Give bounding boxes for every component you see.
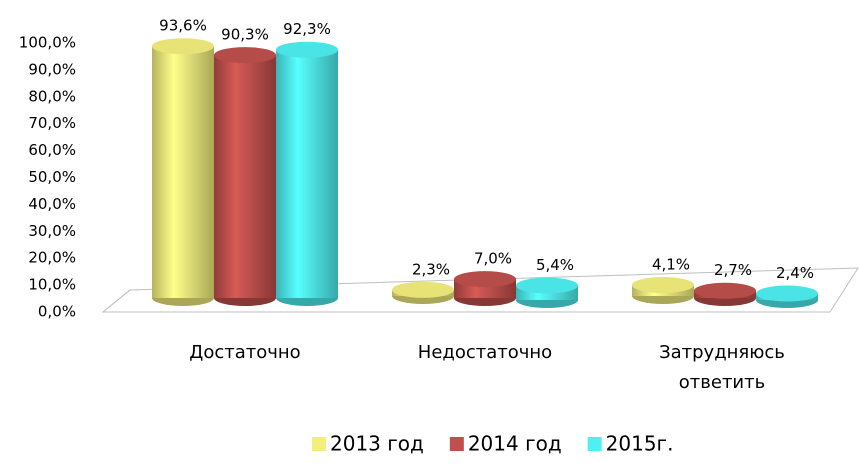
bar-top (392, 281, 454, 298)
bar-top (516, 277, 578, 294)
data-label: 2,4% (776, 264, 814, 282)
legend-label: 2015г. (606, 432, 674, 456)
x-tick-label: Достаточно (189, 342, 301, 363)
y-tick-label: 70,0% (28, 114, 76, 132)
y-tick-label: 0,0% (38, 303, 76, 321)
data-label: 2,7% (714, 261, 752, 279)
bar-top (214, 47, 276, 64)
legend-label: 2014 год (468, 432, 562, 456)
y-tick-label: 80,0% (28, 87, 76, 105)
bar (152, 46, 214, 298)
bar (276, 49, 338, 299)
x-tick-label: Затрудняюсь ответить (659, 342, 785, 393)
legend-swatch (312, 437, 326, 451)
data-label: 7,0% (474, 250, 512, 268)
data-label: 90,3% (221, 26, 269, 44)
bar-top (694, 282, 756, 299)
y-tick-label: 20,0% (28, 249, 76, 267)
x-tick-label: Недостаточно (417, 342, 553, 363)
bar-top (756, 285, 818, 302)
data-label: 5,4% (536, 256, 574, 274)
y-tick-label: 60,0% (28, 141, 76, 159)
bar-top (152, 38, 214, 55)
data-label: 92,3% (283, 20, 331, 38)
bar (214, 55, 276, 298)
y-tick-label: 50,0% (28, 168, 76, 186)
legend-label: 2013 год (330, 432, 424, 456)
bar-top (454, 271, 516, 288)
y-tick-label: 40,0% (28, 195, 76, 213)
y-tick-label: 100,0% (19, 34, 76, 52)
data-label: 4,1% (652, 255, 690, 273)
y-tick-label: 90,0% (28, 60, 76, 78)
axis-depth (102, 289, 131, 313)
bar-top (276, 41, 338, 58)
data-label: 2,3% (412, 260, 450, 278)
bar-top (632, 276, 694, 293)
data-label: 93,6% (159, 17, 207, 35)
y-tick-label: 30,0% (28, 222, 76, 240)
y-tick-label: 10,0% (28, 276, 76, 294)
legend-swatch (587, 437, 602, 451)
legend-swatch (449, 437, 464, 451)
